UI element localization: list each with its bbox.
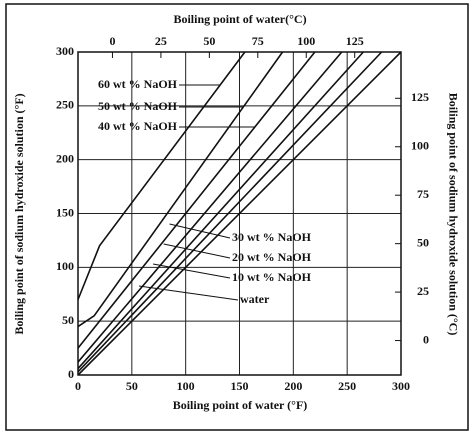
y-tick-label: 50 [62,313,74,327]
x2-tick-label: 100 [297,34,315,48]
y2-tick-label: 0 [423,332,429,346]
series-line [77,51,343,363]
series-label: 40 wt % NaOH [98,119,178,133]
y2-tick-label: 75 [417,187,429,201]
y-axis-title: Boiling point of sodium hydroxide soluti… [12,93,26,334]
x2-axis-title: Boiling point of water(°C) [173,12,306,26]
x-axis-title: Boiling point of water (°F) [173,398,308,412]
series-line [77,51,316,349]
x2-tick-label: 125 [346,34,364,48]
x-tick-label: 250 [338,379,356,393]
leader [163,243,231,259]
y2-tick-label: 125 [411,90,429,104]
x-tick-label: 150 [231,379,249,393]
series-label: 30 wt % NaOH [232,230,312,244]
y-tick-label: 150 [56,205,74,219]
leader [169,223,231,239]
series-label: 20 wt % NaOH [232,250,312,264]
series-line [77,51,284,328]
series-label: water [240,292,270,306]
y2-tick-label: 25 [417,284,429,298]
y2-tick-label: 100 [411,138,429,152]
y-tick-label: 300 [56,44,74,58]
x-tick-label: 50 [126,379,138,393]
series-line [77,51,402,376]
series-label: 60 wt % NaOH [98,77,178,91]
y2-tick-label: 50 [417,235,429,249]
x2-tick-label: 0 [109,34,115,48]
x-tick-label: 200 [284,379,302,393]
y-tick-label: 0 [68,367,74,381]
x-tick-label: 100 [177,379,195,393]
series-line [77,51,364,370]
series-label: 50 wt % NaOH [98,99,178,113]
series-label: 10 wt % NaOH [232,270,312,284]
x-tick-label: 300 [392,379,410,393]
y-tick-label: 200 [56,151,74,165]
x2-tick-label: 25 [155,34,167,48]
series-line [77,51,246,300]
leader [152,263,231,279]
plot-frame [77,51,402,376]
x2-tick-label: 50 [203,34,215,48]
leader [138,285,239,301]
x2-tick-label: 75 [252,34,264,48]
y-tick-label: 100 [56,259,74,273]
series-line [77,51,383,373]
x-tick-label: 0 [75,379,81,393]
y2-axis-title: Boiling point of sodium hydroxide soluti… [446,93,460,336]
frame [5,3,469,431]
y-tick-label: 250 [56,98,74,112]
